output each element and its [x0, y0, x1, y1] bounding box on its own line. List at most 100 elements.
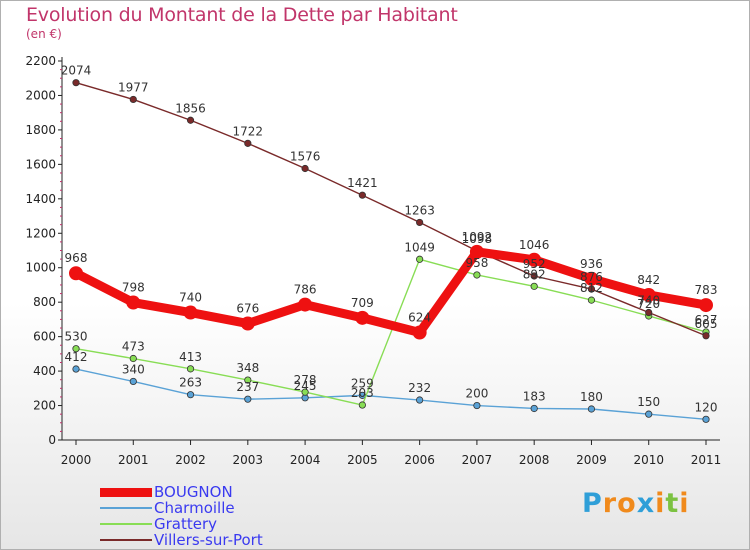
data-label-bougnon: 676 [236, 302, 259, 316]
data-point-grattery [186, 365, 195, 373]
data-point-charmoille [72, 365, 80, 373]
legend-label-bougnon: BOUGNON [154, 483, 233, 501]
data-point-villers-sur-port [186, 116, 195, 124]
logo-letter: x [636, 488, 656, 519]
data-point-villers-sur-port [530, 272, 538, 280]
legend-swatch-villers-sur-port [100, 539, 152, 541]
data-point-grattery [530, 282, 538, 290]
logo-letter: o [617, 488, 637, 519]
data-point-villers-sur-port [72, 79, 80, 87]
data-label-grattery: 1049 [404, 240, 435, 254]
x-tick-label: 2011 [691, 453, 722, 467]
x-tick-label: 2010 [633, 453, 664, 467]
data-point-bougnon [469, 244, 484, 259]
data-point-charmoille [129, 377, 137, 386]
data-point-villers-sur-port [645, 308, 653, 317]
data-label-bougnon: 936 [580, 257, 603, 271]
data-label-charmoille: 245 [294, 379, 317, 393]
data-label-bougnon: 968 [65, 251, 88, 265]
data-label-bougnon: 783 [695, 283, 718, 297]
data-point-villers-sur-port [702, 332, 710, 340]
data-point-charmoille [473, 401, 481, 410]
data-point-bougnon [699, 298, 713, 313]
data-point-bougnon [355, 310, 370, 325]
y-tick-label: 2000 [25, 88, 56, 102]
data-label-charmoille: 237 [236, 380, 259, 394]
data-point-grattery [473, 271, 481, 279]
data-label-villers-sur-port: 1421 [347, 176, 378, 190]
data-label-grattery: 958 [465, 256, 488, 270]
data-label-charmoille: 183 [523, 389, 546, 403]
data-label-charmoille: 232 [408, 381, 431, 395]
data-point-villers-sur-port [358, 191, 366, 199]
y-tick-label: 1600 [25, 157, 56, 171]
data-point-grattery [72, 345, 80, 353]
legend-label-grattery: Grattery [154, 515, 218, 533]
data-label-bougnon: 786 [294, 283, 317, 297]
y-tick-label: 600 [33, 330, 56, 344]
data-label-bougnon: 740 [179, 291, 202, 305]
data-point-bougnon [126, 295, 141, 310]
data-label-charmoille: 263 [179, 376, 202, 390]
y-tick-label: 2200 [25, 54, 56, 68]
data-label-charmoille: 200 [465, 387, 488, 401]
x-tick-label: 2009 [576, 453, 607, 467]
y-tick-label: 1400 [25, 192, 56, 206]
data-point-charmoille [645, 410, 653, 418]
data-point-bougnon [298, 297, 313, 312]
data-label-charmoille: 120 [695, 400, 718, 414]
logo-letter: t [665, 488, 680, 519]
axes: 0 200 400 600 800 1000 1200 1400 1600 1800 2000 220… [25, 54, 721, 467]
data-label-villers-sur-port: 1856 [175, 101, 206, 115]
series-layer [69, 79, 713, 423]
logo-letter: r [602, 488, 618, 519]
x-tick-label: 2000 [61, 453, 92, 467]
data-label-bougnon: 709 [351, 296, 374, 310]
data-point-bougnon [69, 266, 83, 281]
data-point-charmoille [702, 415, 710, 423]
data-label-charmoille: 180 [580, 390, 603, 404]
data-label-grattery: 203 [351, 386, 374, 400]
data-label-bougnon: 1092 [462, 230, 493, 244]
data-label-grattery: 720 [637, 297, 660, 311]
proxiti-logo: Proxiti [582, 488, 690, 519]
data-label-grattery: 627 [695, 313, 718, 327]
logo-letter: P [582, 488, 603, 519]
data-point-villers-sur-port [244, 139, 252, 147]
data-point-bougnon [240, 316, 255, 331]
legend-label-villers-sur-port: Villers-sur-Port [154, 531, 263, 549]
data-label-villers-sur-port: 1263 [404, 203, 435, 217]
x-tick-label: 2004 [290, 453, 321, 467]
legend-item-villers-sur-port: Villers-sur-Port [100, 532, 263, 548]
chart-title: Evolution du Montant de la Dette par Hab… [26, 4, 458, 26]
data-label-villers-sur-port: 2074 [61, 64, 92, 78]
legend-item-bougnon: BOUGNON [100, 484, 263, 500]
data-label-bougnon: 1046 [519, 238, 550, 252]
data-point-charmoille [530, 404, 538, 413]
x-tick-label: 2007 [462, 453, 493, 467]
data-point-villers-sur-port [129, 95, 137, 104]
legend-swatch-charmoille [100, 507, 152, 509]
x-tick-label: 2001 [118, 453, 149, 467]
series-line-charmoille [75, 368, 707, 421]
series-line-villers-sur-port [75, 82, 707, 337]
data-point-charmoille [416, 396, 424, 404]
data-point-bougnon [183, 305, 198, 320]
data-label-bougnon: 798 [122, 281, 145, 295]
data-label-villers-sur-port: 952 [523, 257, 546, 271]
legend-item-grattery: Grattery [100, 516, 263, 532]
x-tick-label: 2008 [519, 453, 550, 467]
data-label-grattery: 530 [65, 330, 88, 344]
data-label-villers-sur-port: 740 [637, 294, 660, 308]
logo-letter: i [655, 488, 666, 519]
data-point-grattery [416, 255, 424, 263]
data-label-charmoille: 340 [122, 362, 145, 376]
data-point-grattery [129, 354, 137, 363]
data-label-villers-sur-port: 1977 [118, 80, 149, 94]
data-label-grattery: 278 [294, 373, 317, 387]
legend-swatch-grattery [100, 523, 152, 525]
data-point-charmoille [587, 405, 596, 413]
logo-letter: i [679, 488, 690, 519]
legend-item-charmoille: Charmoille [100, 500, 263, 516]
